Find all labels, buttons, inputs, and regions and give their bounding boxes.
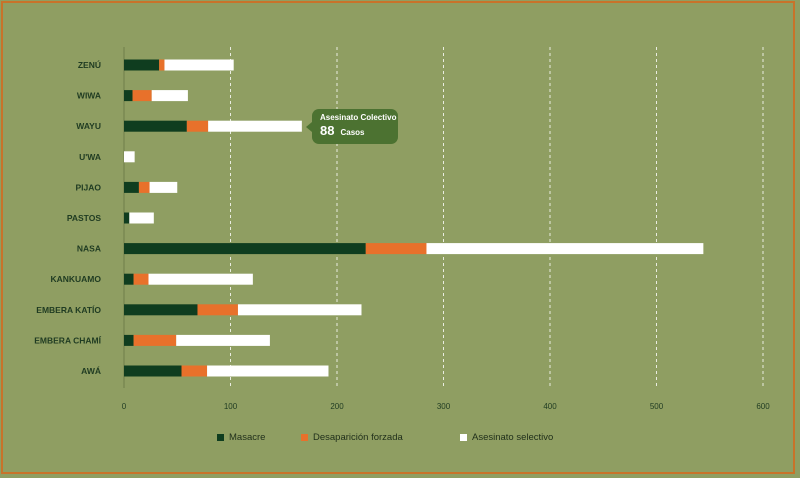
- bar-segment-asesinato[interactable]: [124, 151, 135, 163]
- bar-segment-masacre[interactable]: [124, 212, 130, 224]
- category-label: ZENÚ: [78, 59, 101, 70]
- x-tick-label: 500: [650, 402, 664, 411]
- legend-swatch-masacre: [217, 434, 224, 441]
- tooltip-value: 88: [320, 123, 335, 138]
- bar-segment-desaparicion[interactable]: [133, 334, 177, 346]
- x-tick-label: 100: [224, 402, 238, 411]
- bar-segment-asesinato[interactable]: [208, 120, 302, 132]
- x-tick-labels: 0 100 200 300 400 500 600: [122, 402, 770, 411]
- bar-segment-masacre[interactable]: [124, 181, 139, 193]
- x-tick-label: 0: [122, 402, 127, 411]
- bar-segment-asesinato[interactable]: [237, 304, 362, 316]
- bar-segment-masacre[interactable]: [124, 59, 160, 71]
- bar-segment-masacre[interactable]: [124, 120, 187, 132]
- bar-segment-desaparicion[interactable]: [132, 90, 152, 102]
- category-label: U'WA: [79, 152, 101, 162]
- category-label: EMBERA CHAMÍ: [34, 335, 101, 345]
- category-label: PIJAO: [75, 182, 101, 192]
- legend-item-asesinato[interactable]: Asesinato selectivo: [460, 432, 553, 443]
- bar-segment-asesinato[interactable]: [151, 90, 188, 102]
- legend-label-asesinato: Asesinato selectivo: [472, 432, 554, 443]
- bar-segment-masacre[interactable]: [124, 334, 134, 346]
- tooltip-title: Asesinato Colectivo: [320, 113, 397, 122]
- bar-segment-asesinato[interactable]: [176, 334, 270, 346]
- bar-segment-desaparicion[interactable]: [138, 181, 150, 193]
- legend-swatch-asesinato: [460, 434, 467, 441]
- x-tick-label: 200: [330, 402, 344, 411]
- bar-segment-asesinato[interactable]: [207, 365, 329, 377]
- tooltip: Asesinato Colectivo 88 Casos: [306, 109, 398, 144]
- x-tick-label: 600: [756, 402, 770, 411]
- bar-segment-desaparicion[interactable]: [133, 273, 149, 285]
- bar-segment-asesinato[interactable]: [129, 212, 154, 224]
- category-label: KANKUAMO: [50, 274, 101, 284]
- tooltip-unit: Casos: [340, 128, 365, 137]
- bar-segment-desaparicion[interactable]: [186, 120, 209, 132]
- category-label: EMBERA KATÍO: [36, 305, 101, 315]
- category-labels: ZENÚ WIWA WAYU U'WA PIJAO PASTOS NASA KANKUAMO E…: [34, 59, 101, 376]
- legend-item-masacre[interactable]: Masacre: [217, 432, 265, 443]
- bar-segment-masacre[interactable]: [124, 365, 182, 377]
- bar-segment-desaparicion[interactable]: [197, 304, 238, 316]
- bar-segment-masacre[interactable]: [124, 90, 133, 102]
- legend-item-desaparicion[interactable]: Desaparición forzada: [301, 432, 403, 443]
- legend-label-desaparicion: Desaparición forzada: [313, 432, 403, 443]
- x-tick-label: 400: [543, 402, 557, 411]
- bar-segment-masacre[interactable]: [124, 243, 366, 255]
- bar-segment-desaparicion[interactable]: [365, 243, 427, 255]
- bar-segment-asesinato[interactable]: [149, 181, 178, 193]
- bars: [124, 59, 704, 377]
- legend-label-masacre: Masacre: [229, 432, 266, 443]
- category-label: NASA: [77, 244, 101, 254]
- legend: Masacre Desaparición forzada Asesinato s…: [0, 432, 800, 446]
- bar-segment-desaparicion[interactable]: [159, 59, 165, 71]
- bar-segment-asesinato[interactable]: [148, 273, 253, 285]
- gridlines: [230, 47, 764, 388]
- category-label: WAYU: [76, 121, 101, 131]
- bar-segment-desaparicion[interactable]: [181, 365, 208, 377]
- bar-segment-masacre[interactable]: [124, 273, 134, 285]
- x-tick-label: 300: [437, 402, 451, 411]
- bar-segment-asesinato[interactable]: [426, 243, 704, 255]
- category-label: AWÁ: [81, 366, 101, 376]
- category-label: WIWA: [77, 91, 101, 101]
- bar-segment-asesinato[interactable]: [164, 59, 234, 71]
- legend-swatch-desaparicion: [301, 434, 308, 441]
- category-label: PASTOS: [67, 213, 101, 223]
- bar-segment-masacre[interactable]: [124, 304, 198, 316]
